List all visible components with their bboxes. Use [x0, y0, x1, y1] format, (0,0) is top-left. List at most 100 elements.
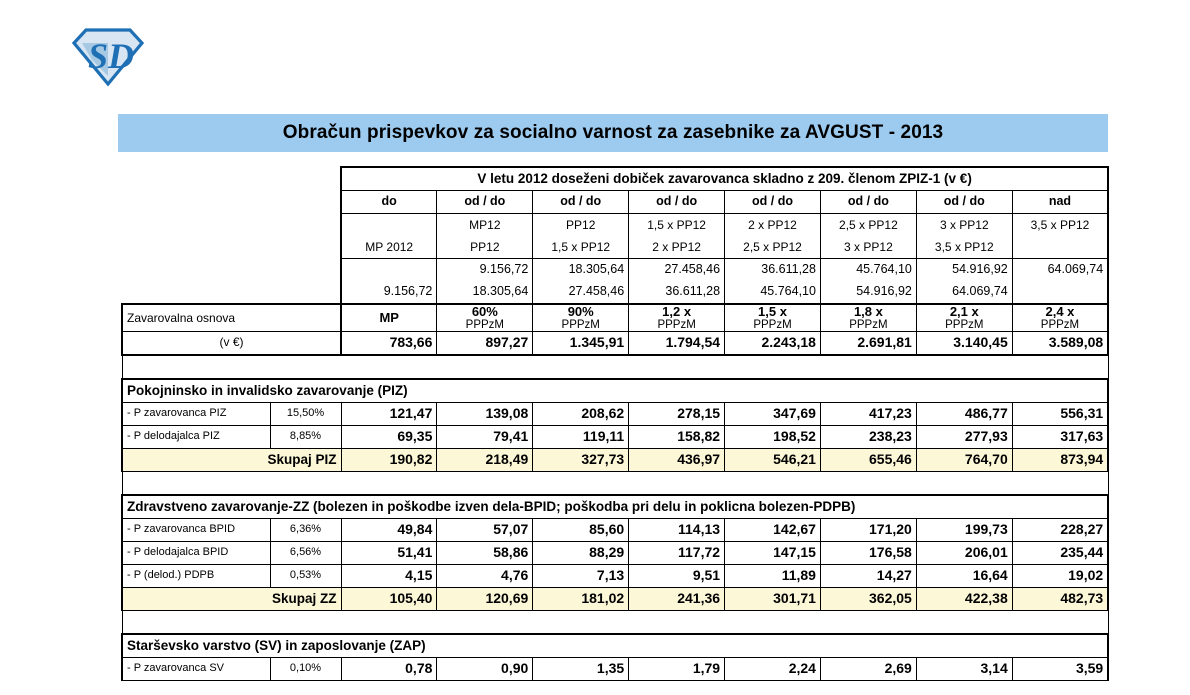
- amount-lower-0: 9.156,72: [340, 281, 438, 305]
- mult-upper-2: PP12: [532, 213, 630, 236]
- main-header-cell: V letu 2012 doseženi dobiček zavarovanca…: [339, 166, 1110, 191]
- row-label-piz-employer: - P delodajalca PIZ: [121, 424, 271, 449]
- basis-value-1: 897,27: [436, 330, 534, 356]
- basis-mult-5-bottom: PPPzM: [849, 318, 888, 331]
- table-row-zz-employer: - P delodajalca BPID 6,56% 51,41 58,86 8…: [121, 540, 1110, 565]
- logo-letters: SD: [88, 36, 134, 76]
- row-label-zz-employer: - P delodajalca BPID: [121, 540, 271, 565]
- basis-label: Zavarovalna osnova: [121, 302, 342, 332]
- amount-upper-3: 27.458,46: [628, 258, 726, 281]
- contributions-table-wrapper: V letu 2012 doseženi dobiček zavarovanca…: [120, 166, 1110, 681]
- total-piz-6: 764,70: [915, 447, 1013, 472]
- basis-mult-1-top: 60%: [471, 304, 498, 319]
- table-row-sv-employee: - P zavarovanca SV 0,10% 0,78 0,90 1,35 …: [121, 656, 1110, 681]
- table-row-zz-pdpb: - P (delod.) PDPB 0,53% 4,15 4,76 7,13 9…: [121, 563, 1110, 588]
- table-row-mult-upper: MP12 PP12 1,5 x PP12 2 x PP12 2,5 x PP12…: [122, 213, 1110, 236]
- cell-sv-employee-0: 0,78: [340, 656, 438, 681]
- cell-sv-employee-3: 1,79: [628, 656, 726, 681]
- basis-mult-4-top: 1,5 x: [758, 304, 787, 319]
- table-row-basis-values: (v €) 783,66 897,27 1.345,91 1.794,54 2.…: [121, 330, 1110, 356]
- cell-zz-employer-2: 88,29: [532, 540, 630, 565]
- basis-value-4: 2.243,18: [724, 330, 821, 356]
- total-zz-2: 181,02: [532, 586, 630, 611]
- row-rate-sv-employee: 0,10%: [269, 656, 342, 681]
- section-spacer: [121, 609, 1109, 635]
- total-piz-3: 436,97: [628, 447, 726, 472]
- range-label-2: od / do: [532, 190, 630, 214]
- range-label-1: od / do: [436, 190, 534, 214]
- amount-upper-5: 45.764,10: [819, 258, 917, 281]
- mult-upper-1: MP12: [436, 213, 534, 236]
- row-rate-piz-employer: 8,85%: [269, 424, 342, 449]
- total-zz-6: 422,38: [915, 586, 1013, 611]
- basis-mult-4-bottom: PPPzM: [753, 318, 792, 331]
- section-title-row-piz: Pokojninsko in invalidsko zavarovanje (P…: [120, 377, 1110, 403]
- cell-piz-employer-4: 198,52: [724, 424, 821, 449]
- cell-zz-employer-3: 117,72: [628, 540, 726, 565]
- cell-piz-employee-0: 121,47: [340, 401, 438, 426]
- cell-piz-employee-1: 139,08: [436, 401, 534, 426]
- mult-lower-1: PP12: [436, 236, 534, 259]
- basis-mult-7-bottom: PPPzM: [1040, 318, 1080, 331]
- mult-lower-6: 3,5 x PP12: [915, 236, 1013, 259]
- cell-piz-employer-2: 119,11: [532, 424, 630, 449]
- contributions-table: V letu 2012 doseženi dobiček zavarovanca…: [120, 166, 1110, 681]
- basis-value-5: 2.691,81: [819, 330, 917, 356]
- amount-lower-1: 18.305,64: [436, 281, 534, 305]
- mult-upper-6: 3 x PP12: [915, 213, 1013, 236]
- basis-mult-1: 60% PPPzM: [436, 302, 534, 332]
- amount-lower-7: [1011, 281, 1110, 305]
- mult-lower-5: 3 x PP12: [819, 236, 917, 259]
- cell-zz-employee-4: 142,67: [724, 517, 821, 542]
- total-zz-0: 105,40: [340, 586, 438, 611]
- basis-mult-0-top: MP: [379, 310, 399, 326]
- sd-diamond-logo: SD: [68, 26, 146, 88]
- cell-zz-pdpb-6: 16,64: [915, 563, 1013, 588]
- page-title: Obračun prispevkov za socialno varnost z…: [282, 122, 944, 143]
- table-row-basis-multipliers: Zavarovalna osnova MP 60% PPPzM 90% PPPz…: [121, 302, 1110, 332]
- cell-piz-employer-1: 79,41: [436, 424, 534, 449]
- cell-zz-employer-0: 51,41: [340, 540, 438, 565]
- page-title-banner: Obračun prispevkov za socialno varnost z…: [118, 114, 1108, 152]
- cell-zz-pdpb-2: 7,13: [532, 563, 630, 588]
- range-label-0: do: [340, 190, 438, 214]
- total-piz-5: 655,46: [819, 447, 917, 472]
- section-title-row-sv: Starševsko varstvo (SV) in zaposlovanje …: [120, 632, 1110, 658]
- basis-mult-2-top: 90%: [567, 304, 594, 319]
- table-row-zz-employee: - P zavarovanca BPID 6,36% 49,84 57,07 8…: [121, 517, 1110, 542]
- table-row-mult-lower: MP 2012 PP12 1,5 x PP12 2 x PP12 2,5 x P…: [122, 236, 1110, 259]
- basis-mult-3-bottom: PPPzM: [657, 318, 696, 331]
- cell-zz-pdpb-1: 4,76: [436, 563, 534, 588]
- amount-lower-4: 45.764,10: [724, 281, 821, 305]
- empty-corner: [122, 191, 341, 214]
- section-title-row-zz: Zdravstveno zavarovanje-ZZ (bolezen in p…: [120, 493, 1110, 519]
- empty-corner: [122, 167, 341, 191]
- mult-lower-0: MP 2012: [340, 236, 438, 259]
- total-zz-5: 362,05: [819, 586, 917, 611]
- cell-sv-employee-7: 3,59: [1011, 656, 1110, 681]
- cell-piz-employee-4: 347,69: [724, 401, 821, 426]
- row-rate-piz-employee: 15,50%: [269, 401, 342, 426]
- basis-mult-1-bottom: PPPzM: [465, 318, 504, 331]
- cell-zz-employer-7: 235,44: [1011, 540, 1110, 565]
- cell-zz-employer-6: 206,01: [915, 540, 1013, 565]
- mult-lower-4: 2,5 x PP12: [724, 236, 821, 259]
- basis-value-7: 3.589,08: [1011, 330, 1110, 356]
- mult-upper-5: 2,5 x PP12: [819, 213, 917, 236]
- cell-sv-employee-5: 2,69: [819, 656, 917, 681]
- range-label-3: od / do: [628, 190, 726, 214]
- basis-mult-5-top: 1,8 x: [853, 304, 883, 319]
- cell-piz-employee-3: 278,15: [628, 401, 726, 426]
- cell-sv-employee-2: 1,35: [532, 656, 630, 681]
- range-label-7: nad: [1011, 190, 1110, 214]
- basis-value-2: 1.345,91: [532, 330, 630, 356]
- logo-svg: SD: [71, 28, 145, 87]
- basis-mult-5: 1,8 x PPPzM: [819, 302, 917, 332]
- table-body: V letu 2012 doseženi dobiček zavarovanca…: [120, 166, 1110, 681]
- mult-upper-0: [340, 213, 438, 236]
- total-label-zz: Skupaj ZZ: [121, 586, 342, 611]
- amount-lower-2: 27.458,46: [532, 281, 630, 305]
- table-row-zz-total: Skupaj ZZ 105,40 120,69 181,02 241,36 30…: [121, 586, 1110, 611]
- mult-lower-3: 2 x PP12: [628, 236, 726, 259]
- basis-mult-6: 2,1 x PPPzM: [915, 302, 1013, 332]
